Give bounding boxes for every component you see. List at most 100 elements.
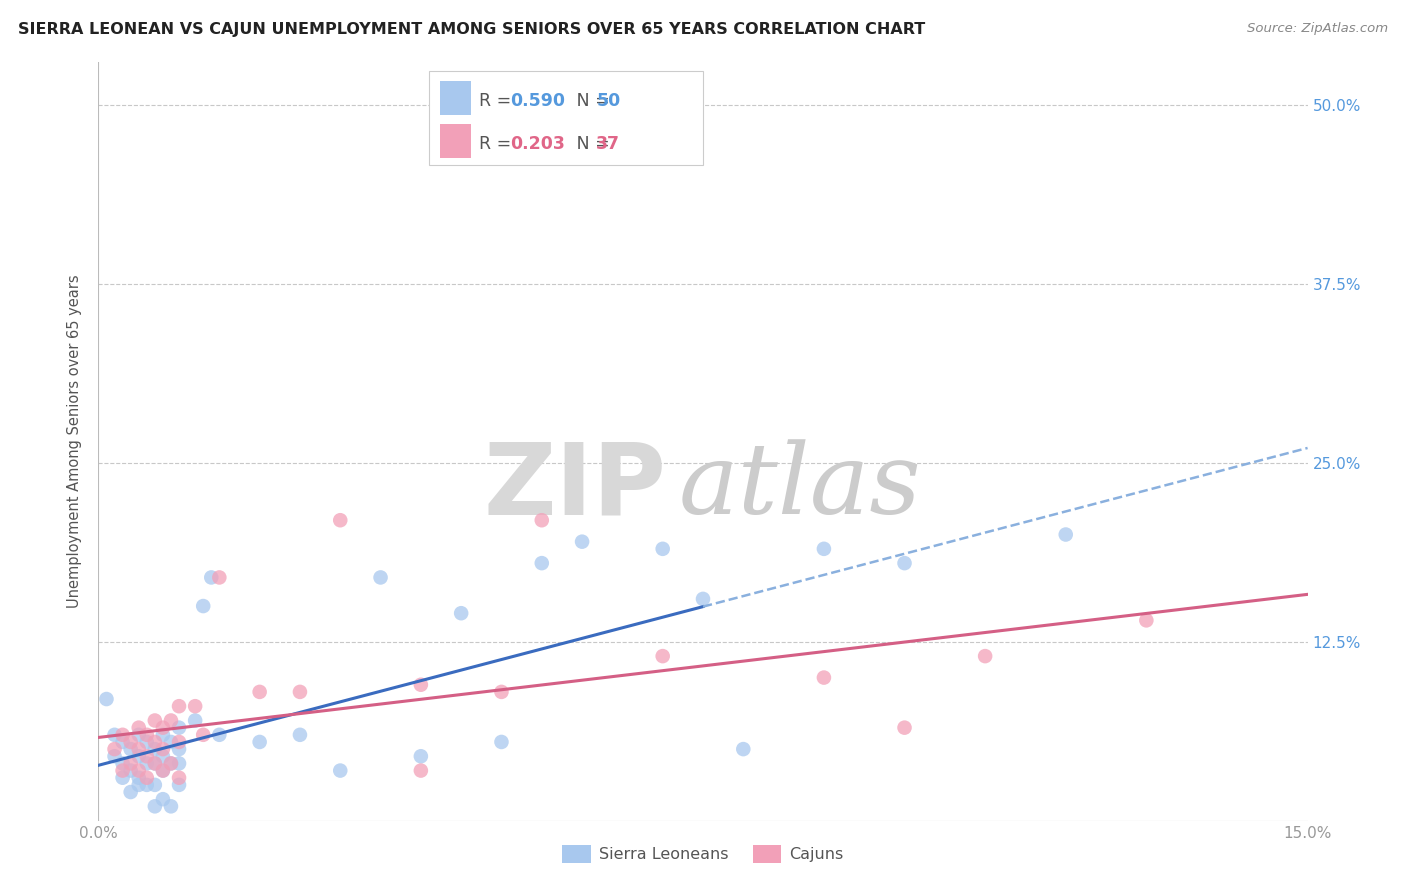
Point <box>135 756 157 771</box>
Point <box>111 735 134 749</box>
Point <box>111 756 134 771</box>
Point <box>200 570 222 584</box>
Point <box>143 735 166 749</box>
Point <box>152 728 174 742</box>
Point <box>167 756 190 771</box>
Point <box>329 764 352 778</box>
Text: N =: N = <box>560 136 614 153</box>
Point <box>128 728 150 742</box>
Point <box>1135 613 1157 627</box>
Point <box>160 756 183 771</box>
Point <box>530 513 553 527</box>
Text: R =: R = <box>479 136 517 153</box>
Point <box>184 699 207 714</box>
Point <box>491 685 513 699</box>
Point <box>692 591 714 606</box>
Point <box>152 764 174 778</box>
Point <box>193 599 215 613</box>
Point <box>167 742 190 756</box>
Point <box>249 735 271 749</box>
Point <box>103 742 125 756</box>
Point <box>128 749 150 764</box>
Point <box>96 692 118 706</box>
Point <box>128 721 150 735</box>
Point <box>128 764 150 778</box>
Point <box>813 671 835 685</box>
Point <box>167 699 190 714</box>
Point <box>193 728 215 742</box>
Point <box>893 721 915 735</box>
Point <box>651 649 673 664</box>
Point <box>120 764 142 778</box>
Point <box>143 756 166 771</box>
Point <box>288 685 311 699</box>
Point <box>409 764 432 778</box>
Legend: Sierra Leoneans, Cajuns: Sierra Leoneans, Cajuns <box>555 838 851 870</box>
Point <box>152 742 174 756</box>
Point <box>733 742 755 756</box>
Point <box>651 541 673 556</box>
Text: 0.203: 0.203 <box>510 136 565 153</box>
Point <box>491 735 513 749</box>
Point <box>128 778 150 792</box>
Text: atlas: atlas <box>679 440 921 534</box>
Point <box>135 728 157 742</box>
Point <box>135 771 157 785</box>
Point <box>120 785 142 799</box>
Point <box>409 678 432 692</box>
Point <box>135 749 157 764</box>
Point <box>288 728 311 742</box>
Point <box>128 742 150 756</box>
Point <box>813 541 835 556</box>
Point <box>167 721 190 735</box>
Point <box>974 649 997 664</box>
Point <box>249 685 271 699</box>
Point <box>167 778 190 792</box>
Point <box>893 556 915 570</box>
Point <box>160 714 183 728</box>
Point <box>152 721 174 735</box>
Point <box>1054 527 1077 541</box>
Text: 37: 37 <box>596 136 620 153</box>
Text: 0.590: 0.590 <box>510 93 565 111</box>
Text: ZIP: ZIP <box>484 439 666 535</box>
Point <box>152 764 174 778</box>
Point <box>571 534 593 549</box>
Point <box>120 742 142 756</box>
Point <box>120 735 142 749</box>
Point <box>135 778 157 792</box>
Point <box>143 742 166 756</box>
Point <box>160 756 183 771</box>
Text: 50: 50 <box>596 93 620 111</box>
Point <box>208 570 231 584</box>
Point <box>103 728 125 742</box>
Point <box>450 606 472 620</box>
Point <box>143 756 166 771</box>
Text: N =: N = <box>560 93 614 111</box>
Point <box>167 735 190 749</box>
Point <box>329 513 352 527</box>
Point <box>152 749 174 764</box>
Point <box>111 728 134 742</box>
Point <box>184 714 207 728</box>
Point <box>128 771 150 785</box>
Point <box>152 792 174 806</box>
Point <box>160 735 183 749</box>
Point <box>143 799 166 814</box>
Point <box>135 735 157 749</box>
Point <box>111 764 134 778</box>
Point <box>409 749 432 764</box>
Text: Source: ZipAtlas.com: Source: ZipAtlas.com <box>1247 22 1388 36</box>
Point <box>120 756 142 771</box>
Text: SIERRA LEONEAN VS CAJUN UNEMPLOYMENT AMONG SENIORS OVER 65 YEARS CORRELATION CHA: SIERRA LEONEAN VS CAJUN UNEMPLOYMENT AMO… <box>18 22 925 37</box>
Point <box>167 771 190 785</box>
Point <box>530 556 553 570</box>
Point <box>143 778 166 792</box>
Point <box>370 570 392 584</box>
Point <box>208 728 231 742</box>
Point <box>111 771 134 785</box>
Point <box>160 799 183 814</box>
Point <box>103 749 125 764</box>
Point <box>143 714 166 728</box>
Y-axis label: Unemployment Among Seniors over 65 years: Unemployment Among Seniors over 65 years <box>67 275 83 608</box>
